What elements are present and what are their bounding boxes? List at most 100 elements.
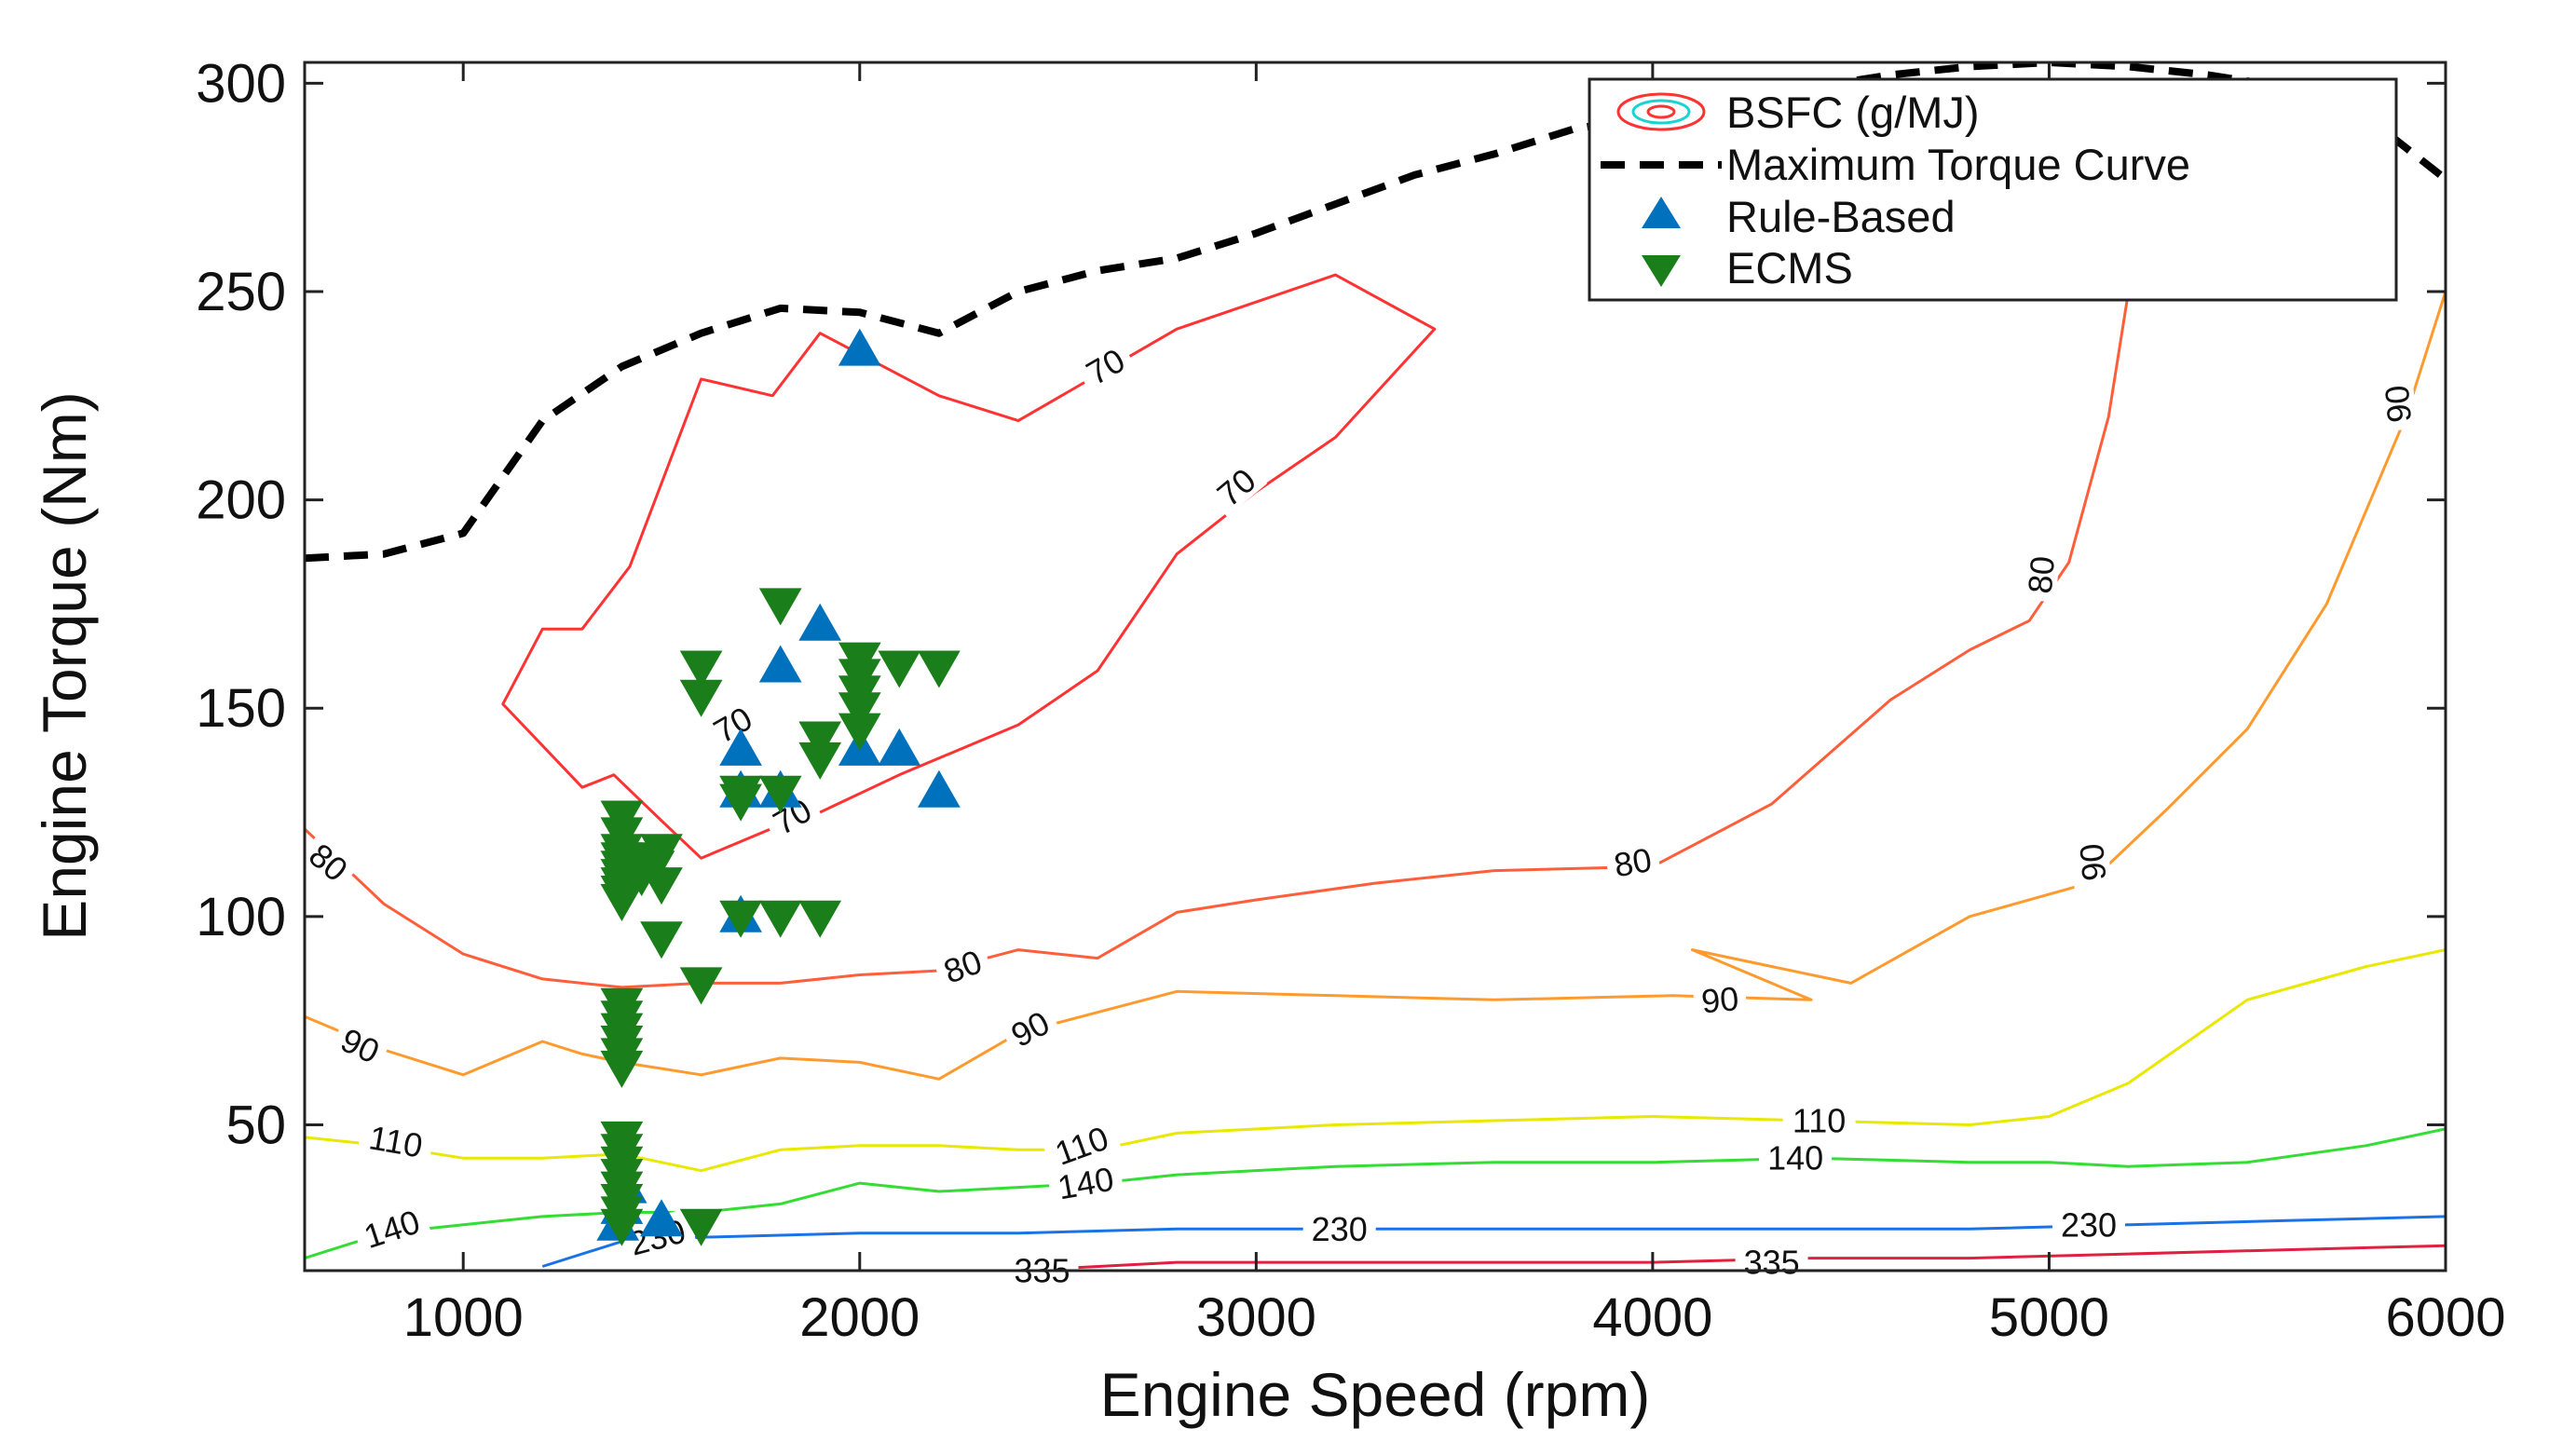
legend: BSFC (g/MJ) Maximum Torque Curve Rule-Ba… [1588, 77, 2398, 302]
ecms-point-28 [640, 834, 683, 872]
y-tick-label-100: 100 [196, 887, 286, 947]
y-tick-label-50: 50 [225, 1095, 286, 1155]
ecms-point-48 [719, 783, 762, 822]
contour-label-70-1: 70 [1072, 335, 1137, 395]
ecms-point-39 [798, 721, 842, 759]
rule-based-point-8 [798, 603, 842, 641]
max-torque-curve-layer [305, 62, 2446, 563]
rule-based-point-12 [918, 769, 961, 808]
contour-label-80-7: 80 [2018, 547, 2062, 603]
contour-label-110-15: 110 [1782, 1100, 1856, 1140]
rule-based-point-3 [640, 1199, 683, 1237]
contour-label-70-2: 70 [1203, 455, 1268, 517]
operating-points [596, 328, 961, 1246]
ecms-point-37 [758, 775, 802, 813]
x-axis-title: Engine Speed (rpm) [1100, 1360, 1651, 1429]
contour-label-bg [2052, 1204, 2125, 1242]
legend-label-ecms: ECMS [1726, 243, 1853, 293]
contour-label-140-18: 140 [1759, 1137, 1833, 1177]
contour-label-bg [1782, 1100, 1856, 1137]
contour-label-bg [357, 1114, 436, 1164]
ecms-point-32 [679, 650, 723, 688]
contour-label-230-20: 230 [1302, 1208, 1376, 1248]
bsfc-swatch-icon [1616, 92, 1706, 131]
x-tick-label-6000: 6000 [2385, 1287, 2505, 1348]
triangle-down-icon [1642, 255, 1681, 287]
contour-label-text: 80 [2021, 554, 2062, 594]
contour-label-bg [997, 999, 1061, 1056]
series-ecms [600, 588, 961, 1246]
contour-label-bg [2018, 547, 2061, 603]
contour-label-text: 90 [2378, 384, 2419, 424]
contour-label-bg [1203, 455, 1268, 517]
bsfc-contour-90-2 [305, 291, 2446, 1081]
contour-label-bg [329, 1015, 393, 1072]
contour-label-bg [1072, 335, 1137, 395]
legend-label-rule-based: Rule-Based [1726, 192, 1956, 241]
axes: 1000 2000 3000 4000 5000 6000 50 100 150 200 250 30… [196, 53, 2505, 1348]
rule-based-point-7 [758, 645, 802, 683]
ecms-point-44 [838, 642, 881, 680]
ecms-point-30 [679, 967, 723, 1005]
y-tick-label-200: 200 [196, 470, 286, 531]
x-tick-label-1000: 1000 [403, 1287, 524, 1348]
ecms-point-45 [878, 650, 921, 688]
ecms-point-13 [600, 987, 644, 1026]
ecms-point-26 [640, 921, 683, 959]
contour-label-text: 230 [2061, 1205, 2117, 1244]
y-axis-title: Engine Torque (Nm) [30, 391, 99, 940]
contour-label-bg [2069, 835, 2112, 891]
contour-label-bg [1692, 976, 1748, 1019]
legend-entry-max-torque: Maximum Torque Curve [1601, 140, 2190, 189]
ecms-point-7 [600, 1121, 644, 1159]
ecms-point-34 [758, 900, 802, 938]
legend-entry-bsfc: BSFC (g/MJ) [1616, 88, 1980, 137]
x-tick-label-5000: 5000 [1989, 1287, 2109, 1348]
x-tick-label-3000: 3000 [1196, 1287, 1316, 1348]
ecms-point-33 [719, 900, 762, 938]
contour-label-text: 90 [2072, 842, 2113, 882]
x-tick-label-4000: 4000 [1592, 1287, 1712, 1348]
ecms-point-29 [679, 1208, 723, 1246]
legend-label-max-torque: Maximum Torque Curve [1726, 140, 2190, 189]
rule-based-point-11 [878, 728, 921, 766]
rule-based-point-5 [719, 728, 762, 766]
contour-label-110-13: 110 [357, 1114, 436, 1165]
contour-label-bg [350, 1198, 432, 1257]
contour-label-bg [1735, 1242, 1808, 1280]
contour-label-80-6: 80 [1603, 837, 1662, 884]
contour-label-bg [759, 785, 824, 845]
legend-box [1588, 77, 2398, 302]
contour-label-text: 140 [1767, 1139, 1823, 1177]
contour-label-90-12: 90 [2375, 376, 2419, 432]
ecms-point-22 [600, 876, 644, 914]
contour-label-text: 230 [1312, 1210, 1368, 1248]
contour-label-335-23: 335 [1735, 1242, 1808, 1282]
contour-label-bg [1040, 1113, 1122, 1175]
contour-label-bg [297, 829, 362, 892]
rule-based-point-9 [838, 328, 881, 366]
contour-label-90-11: 90 [2069, 835, 2113, 891]
legend-label-bsfc: BSFC (g/MJ) [1726, 88, 1980, 137]
triangle-up-icon [1642, 197, 1681, 228]
y-tick-label-300: 300 [196, 53, 286, 114]
ecms-point-19 [600, 800, 644, 838]
contour-label-text: 80 [1611, 840, 1655, 884]
contour-label-bg [1005, 1250, 1079, 1287]
ecms-point-35 [798, 900, 842, 938]
max-torque-curve [305, 62, 2446, 563]
legend-entry-ecms: ECMS [1642, 243, 1853, 293]
plot-frame [303, 61, 2447, 1272]
x-tick-label-2000: 2000 [799, 1287, 920, 1348]
bsfc-contour-70-0 [501, 273, 1437, 860]
legend-entry-rule-based: Rule-Based [1642, 192, 1956, 241]
contour-label-text: 110 [1792, 1102, 1846, 1140]
contour-label-bg [2375, 376, 2418, 432]
contour-label-text: 110 [366, 1118, 426, 1164]
bsfc-contour-110-3 [305, 948, 2446, 1173]
y-tick-label-250: 250 [196, 262, 286, 322]
ecms-point-47 [758, 588, 802, 626]
bsfc-contour-140-4 [305, 1127, 2446, 1260]
